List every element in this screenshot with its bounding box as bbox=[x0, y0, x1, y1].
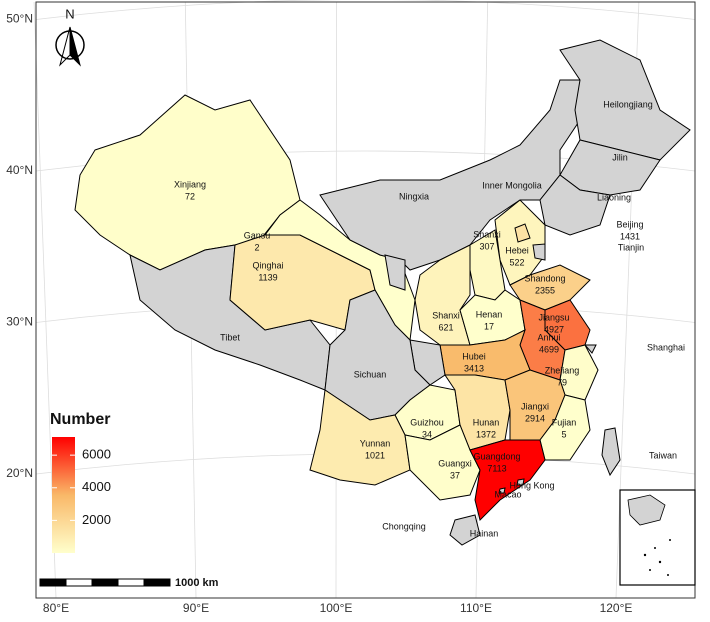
legend-tick-label: 6000 bbox=[82, 447, 111, 462]
x-tick-label: 120°E bbox=[600, 601, 633, 615]
region-name: Guangxi bbox=[438, 458, 472, 468]
region-name: Jilin bbox=[612, 152, 628, 162]
legend-tick-label: 2000 bbox=[82, 512, 111, 527]
y-tick-label: 50°N bbox=[6, 12, 33, 26]
colorbar bbox=[52, 437, 75, 553]
y-tick-label: 20°N bbox=[6, 466, 33, 480]
region-value: 17 bbox=[484, 321, 494, 331]
region-value: 1021 bbox=[365, 450, 385, 460]
region-name: Sichuan bbox=[354, 369, 387, 379]
region-name: Zhejiang bbox=[545, 365, 580, 375]
region-name: Shanxi bbox=[473, 229, 501, 239]
region-name: Heilongjiang bbox=[603, 99, 653, 109]
region-value: 1431 bbox=[620, 231, 640, 241]
region-name: Taiwan bbox=[649, 450, 677, 460]
x-tick-label: 100°E bbox=[320, 601, 353, 615]
region-value: 37 bbox=[450, 470, 460, 480]
region-name: Tibet bbox=[220, 332, 240, 342]
x-tick-label: 80°E bbox=[43, 601, 69, 615]
region-name: Hubei bbox=[462, 351, 486, 361]
region-name: Tianjin bbox=[618, 242, 644, 252]
north-arrow: N bbox=[56, 6, 84, 65]
legend-title: Number bbox=[50, 411, 110, 428]
region-value: 2 bbox=[254, 242, 259, 252]
region-name: Fujian bbox=[552, 417, 577, 427]
region-name: Macao bbox=[494, 489, 521, 499]
y-tick-label: 30°N bbox=[6, 315, 33, 329]
region-value: 621 bbox=[438, 322, 453, 332]
region-value: 72 bbox=[185, 191, 195, 201]
region-name: Guangdong bbox=[473, 451, 520, 461]
region-name: Qinghai bbox=[252, 260, 283, 270]
region-name: Hebei bbox=[505, 245, 529, 255]
region-value: 34 bbox=[422, 429, 432, 439]
scale-label: 1000 km bbox=[175, 577, 219, 589]
region-name: Anhui bbox=[537, 332, 560, 342]
region-value: 7113 bbox=[487, 463, 506, 473]
regions bbox=[75, 40, 690, 545]
region-value: 522 bbox=[509, 257, 524, 267]
grid-line bbox=[36, 0, 695, 20]
x-tick-label: 110°E bbox=[460, 601, 492, 615]
scale-bar bbox=[40, 579, 170, 586]
region-value: 4699 bbox=[539, 344, 559, 354]
y-tick-label: 40°N bbox=[6, 163, 33, 177]
region-name: Chongqing bbox=[382, 521, 426, 531]
region-name: Shanghai bbox=[647, 342, 685, 352]
region-name: Jiangsu bbox=[538, 312, 569, 322]
region-name: Beijing bbox=[616, 219, 643, 229]
region-name: Yunnan bbox=[360, 438, 391, 448]
region-name: Xinjiang bbox=[174, 179, 206, 189]
province bbox=[533, 244, 545, 260]
region-value: 2914 bbox=[525, 413, 545, 423]
region-value: 307 bbox=[479, 241, 494, 251]
region-value: 1139 bbox=[258, 272, 277, 282]
region-name: Shanxi bbox=[432, 310, 460, 320]
north-label: N bbox=[65, 6, 74, 21]
x-tick-label: 90°E bbox=[183, 601, 209, 615]
region-value: 3413 bbox=[464, 363, 484, 373]
region-value: 1372 bbox=[476, 429, 496, 439]
region-name: Hainan bbox=[470, 528, 499, 538]
region-name: Liaoning bbox=[597, 192, 631, 202]
region-value: 79 bbox=[557, 377, 567, 387]
region-value: 5 bbox=[561, 429, 566, 439]
region-name: Gansu bbox=[244, 230, 271, 240]
legend-tick-label: 4000 bbox=[82, 479, 111, 494]
region-name: Jiangxi bbox=[521, 401, 549, 411]
region-name: Shandong bbox=[524, 273, 565, 283]
region-name: Henan bbox=[476, 309, 503, 319]
region-value: 2355 bbox=[535, 285, 555, 295]
region-name: Ningxia bbox=[399, 191, 429, 201]
region-name: Hunan bbox=[473, 417, 500, 427]
region-name: Inner Mongolia bbox=[482, 180, 542, 190]
region-name: Guizhou bbox=[410, 417, 444, 427]
province bbox=[602, 428, 620, 475]
